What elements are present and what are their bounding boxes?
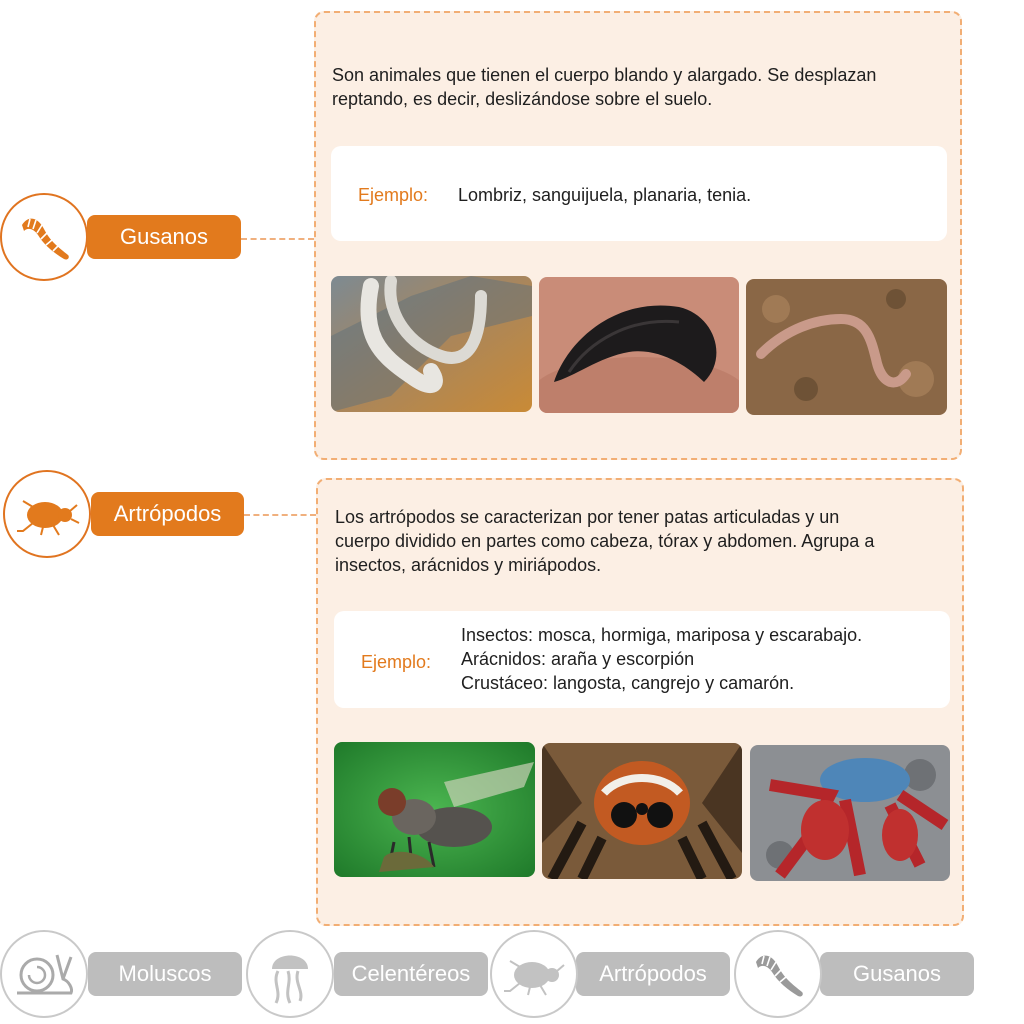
earthworm-photo (746, 279, 947, 415)
nav-gusanos-label[interactable]: Gusanos (820, 952, 974, 996)
nav-moluscos[interactable]: Moluscos (0, 930, 244, 1018)
nav-gusanos-circle[interactable] (734, 930, 822, 1018)
artropodos-connector (244, 514, 316, 516)
gusanos-example-box (331, 146, 947, 241)
worm-icon (756, 955, 803, 997)
gusanos-label[interactable]: Gusanos (87, 215, 241, 259)
artropodos-label[interactable]: Artrópodos (91, 492, 244, 536)
gusanos-example-label: Ejemplo: (358, 185, 429, 205)
gusanos-description: Son animales que tienen el cuerpo blando… (332, 65, 877, 109)
nav-moluscos-label[interactable]: Moluscos (88, 952, 242, 996)
nav-gusanos[interactable]: Gusanos (734, 930, 976, 1018)
artropodos-example-box (334, 611, 950, 708)
nav-artropodos-label[interactable]: Artrópodos (576, 952, 730, 996)
worm-icon (22, 218, 69, 260)
beetle-icon (504, 960, 565, 996)
nav-celentereos[interactable]: Celentéreos (246, 930, 488, 1018)
spider-photo (542, 743, 742, 879)
artropodos-marker-circle (3, 470, 91, 558)
snail-icon (17, 954, 73, 995)
gusanos-example-text: Lombriz, sanguijuela, planaria, tenia. (458, 185, 752, 205)
nav-moluscos-circle[interactable] (0, 930, 88, 1018)
gusanos-connector (241, 238, 314, 240)
nav-artropodos-circle[interactable] (490, 930, 578, 1018)
gusanos-marker-circle (0, 193, 88, 281)
crab-photo (750, 745, 950, 881)
planarian-photo (331, 276, 532, 412)
jellyfish-icon (272, 955, 308, 1004)
fly-photo (334, 742, 535, 877)
beetle-icon (17, 500, 80, 536)
leech-photo (539, 277, 739, 413)
artropodos-example-label: Ejemplo: (361, 652, 432, 672)
nav-artropodos[interactable]: Artrópodos (490, 930, 734, 1018)
nav-celentereos-circle[interactable] (246, 930, 334, 1018)
nav-celentereos-label[interactable]: Celentéreos (334, 952, 488, 996)
artropodos-description: Los artrópodos se caracterizan por tener… (335, 507, 875, 575)
artropodos-example-text: Insectos: mosca, hormiga, mariposa y esc… (461, 625, 863, 693)
